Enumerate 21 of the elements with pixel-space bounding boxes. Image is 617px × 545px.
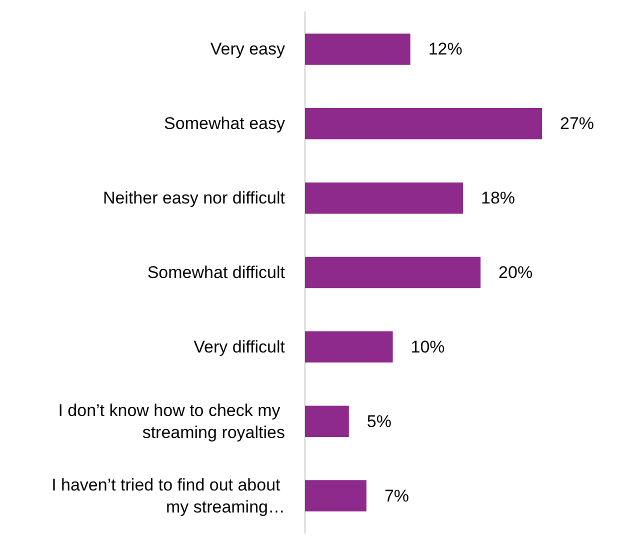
bar — [305, 182, 463, 214]
y-tick-label: Neither easy nor difficult — [102, 188, 286, 208]
bar — [305, 480, 366, 512]
y-tick-label: Somewhat difficult — [147, 263, 286, 282]
data-label: 27% — [560, 114, 594, 134]
bar — [305, 34, 410, 65]
data-label: 12% — [428, 40, 462, 59]
data-label: 5% — [366, 412, 392, 431]
bar — [305, 406, 349, 437]
data-label: 20% — [498, 263, 533, 282]
data-label: 7% — [384, 486, 410, 506]
y-tick-label: I don’t know how to check my streaming royalties — [58, 400, 285, 442]
bar — [305, 256, 481, 288]
data-label: 18% — [481, 188, 516, 208]
data-label: 10% — [410, 337, 445, 356]
bar — [305, 108, 542, 140]
y-tick-label: Somewhat easy — [164, 114, 286, 134]
y-tick-label: Very easy — [210, 40, 286, 59]
y-tick-label: I haven’t tried to find out about my streaming… — [52, 475, 285, 516]
y-tick-label: Very difficult — [194, 337, 286, 356]
bar — [305, 331, 393, 363]
